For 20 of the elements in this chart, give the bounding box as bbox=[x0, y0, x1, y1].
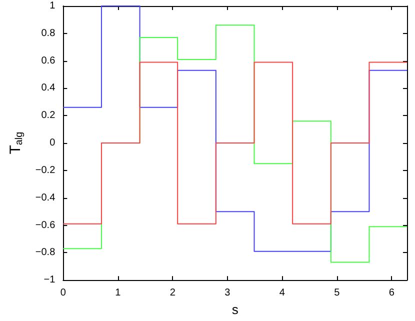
x-tick-label: 3 bbox=[224, 288, 231, 299]
x-tick-label: 1 bbox=[115, 288, 122, 299]
y-tick-label: −0.6 bbox=[35, 220, 56, 231]
y-tick-label: 0 bbox=[50, 138, 56, 149]
y-tick-label: −0.2 bbox=[35, 164, 56, 176]
y-axis-title: Talg bbox=[7, 132, 25, 154]
y-tick-label: −1 bbox=[44, 274, 56, 286]
x-tick-label: 2 bbox=[170, 288, 176, 299]
x-tick-label: 0 bbox=[60, 288, 66, 299]
y-tick-label: 0.8 bbox=[41, 28, 56, 39]
x-tick-label: 4 bbox=[279, 288, 286, 299]
y-tick-label: −0.8 bbox=[35, 247, 56, 258]
y-tick-label: 0.2 bbox=[41, 110, 56, 122]
x-tick-label: 5 bbox=[334, 288, 340, 299]
y-tick-label: 0.4 bbox=[41, 82, 56, 94]
x-tick-label: 6 bbox=[388, 288, 395, 299]
y-tick-label: −0.4 bbox=[35, 192, 56, 204]
y-tick-label: 1 bbox=[50, 0, 56, 12]
x-axis-title: s bbox=[232, 302, 239, 317]
y-tick-label: 0.6 bbox=[41, 55, 56, 66]
